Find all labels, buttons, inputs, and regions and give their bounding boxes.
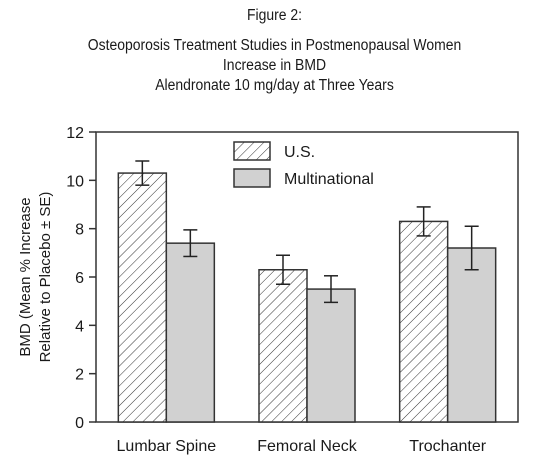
bar-multinational: [306, 288, 356, 423]
bar-multinational: [165, 242, 216, 423]
y-tick-label: 10: [66, 173, 84, 190]
chart-titles: Figure 2: Osteoporosis Treatment Studies…: [0, 6, 549, 96]
legend-label-us: U.S.: [284, 144, 315, 161]
bar-us: [398, 220, 449, 423]
chart-subtitle-line-2: Alendronate 10 mg/day at Three Years: [155, 77, 394, 94]
x-category-label: Femoral Neck: [257, 438, 358, 455]
bars: [117, 160, 497, 423]
bar-us: [117, 172, 168, 423]
y-tick-label: 6: [75, 270, 84, 287]
legend-label-multinational: Multinational: [284, 171, 374, 188]
y-axis-label-line-2: Relative to Placebo ± SE): [37, 192, 54, 363]
figure-label: Figure 2:: [246, 7, 303, 24]
axis-labels: Lumbar Spine Femoral Neck Trochanter BMD (M…: [17, 192, 487, 455]
x-category-label: Lumbar Spine: [117, 438, 217, 455]
legend-swatch-multinational: [233, 168, 271, 188]
legend-swatch-us: [233, 141, 271, 161]
y-tick-label: 4: [75, 318, 84, 335]
x-category-label: Trochanter: [409, 438, 486, 455]
y-tick-label: 2: [75, 367, 84, 384]
y-tick-label: 0: [75, 415, 84, 432]
chart-subtitle-line-1: Increase in BMD: [222, 57, 327, 74]
y-tick-label: 8: [75, 222, 84, 239]
bar-multinational: [446, 247, 497, 423]
y-axis-label-line-1: BMD (Mean % Increase: [17, 197, 34, 356]
bar-us: [258, 269, 308, 423]
chart-title: Osteoporosis Treatment Studies in Postme…: [87, 37, 462, 54]
y-tick-label: 12: [66, 125, 84, 142]
legend: U.S. Multinational: [233, 141, 374, 188]
